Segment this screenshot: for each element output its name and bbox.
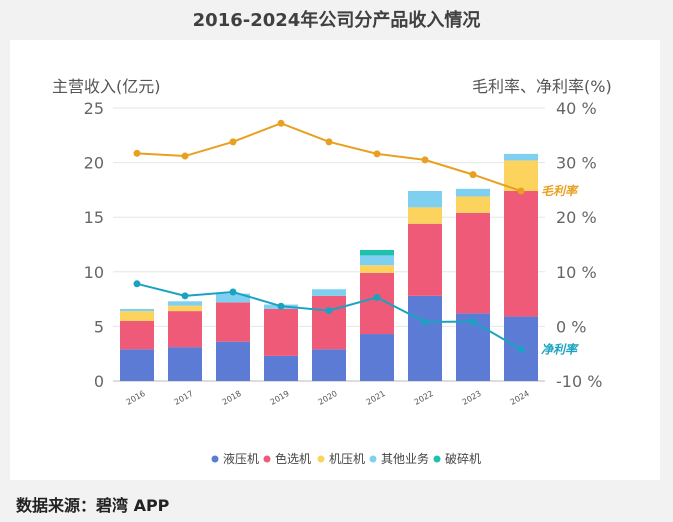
y-axis-title-left: 主营收入(亿元) (52, 77, 161, 96)
legend-label: 机压机 (329, 452, 365, 466)
bar-机压机 (456, 196, 490, 213)
legend-marker (369, 455, 377, 463)
y-tick-right: 30 % (556, 154, 597, 173)
legend-marker (211, 455, 219, 463)
bar-其他业务 (408, 190, 442, 208)
bar-液压机 (264, 355, 298, 381)
y-tick-right: 40 % (556, 99, 597, 118)
bar-机压机 (168, 305, 202, 312)
point-毛利率 (517, 187, 525, 195)
x-tick-label: 2019 (269, 389, 291, 407)
point-净利率 (469, 317, 477, 325)
point-毛利率 (469, 171, 477, 179)
data-source: 数据来源：碧湾 APP (16, 496, 170, 515)
y-tick-right: 0 % (556, 317, 586, 336)
point-毛利率 (277, 119, 285, 127)
bar-色选机 (264, 308, 298, 356)
chart-panel (10, 40, 660, 480)
bar-液压机 (168, 347, 202, 381)
bar-其他业务 (504, 153, 538, 161)
point-净利率 (517, 345, 525, 353)
point-净利率 (421, 318, 429, 326)
x-tick-label: 2023 (461, 389, 483, 407)
bar-液压机 (360, 334, 394, 381)
x-tick-label: 2020 (317, 389, 339, 407)
point-净利率 (229, 288, 237, 296)
point-毛利率 (133, 149, 141, 157)
y-tick-right: -10 % (556, 372, 602, 391)
legend-label: 色选机 (275, 452, 311, 466)
x-tick-label: 2022 (413, 389, 435, 407)
bar-机压机 (504, 160, 538, 191)
y-tick-left: 15 (84, 208, 104, 227)
x-tick-label: 2024 (509, 389, 531, 407)
y-tick-right: 20 % (556, 208, 597, 227)
point-净利率 (325, 307, 333, 315)
legend-label: 其他业务 (381, 451, 429, 466)
point-毛利率 (181, 152, 189, 160)
point-毛利率 (325, 138, 333, 146)
point-毛利率 (421, 156, 429, 164)
y-tick-left: 10 (84, 263, 104, 282)
bar-色选机 (504, 190, 538, 317)
bar-其他业务 (312, 289, 346, 296)
y-tick-right: 10 % (556, 263, 597, 282)
bar-其他业务 (120, 308, 154, 312)
bar-液压机 (408, 295, 442, 381)
point-净利率 (133, 280, 141, 288)
point-净利率 (277, 302, 285, 310)
bar-液压机 (120, 349, 154, 381)
bar-破碎机 (360, 249, 394, 256)
y-tick-left: 20 (84, 154, 104, 173)
point-毛利率 (373, 150, 381, 158)
point-毛利率 (229, 138, 237, 146)
bar-色选机 (216, 302, 250, 342)
legend-marker (433, 455, 441, 463)
x-tick-label: 2016 (125, 389, 147, 407)
legend-marker (263, 455, 271, 463)
line-毛利率 (136, 122, 522, 192)
point-净利率 (373, 293, 381, 301)
bar-色选机 (408, 223, 442, 296)
point-净利率 (181, 292, 189, 300)
bar-液压机 (312, 349, 346, 381)
y-tick-left: 25 (84, 99, 104, 118)
bar-机压机 (360, 265, 394, 273)
bar-其他业务 (168, 301, 202, 306)
legend-label: 液压机 (223, 451, 259, 466)
bar-机压机 (120, 311, 154, 321)
bar-色选机 (120, 320, 154, 350)
bar-机压机 (408, 207, 442, 224)
y-axis-title-right: 毛利率、净利率(%) (472, 77, 612, 96)
x-tick-label: 2018 (221, 389, 243, 407)
bar-其他业务 (360, 255, 394, 266)
legend-marker (317, 455, 325, 463)
bar-色选机 (456, 212, 490, 314)
series-label-毛利率: 毛利率 (541, 184, 579, 198)
y-tick-left: 0 (94, 372, 104, 391)
x-tick-label: 2021 (365, 389, 387, 407)
bar-其他业务 (456, 188, 490, 197)
page-title: 2016-2024年公司分产品收入情况 (192, 10, 481, 31)
y-tick-left: 5 (94, 317, 104, 336)
series-label-净利率: 净利率 (541, 342, 579, 356)
bar-色选机 (312, 295, 346, 350)
legend-label: 破碎机 (445, 451, 481, 466)
bar-色选机 (168, 311, 202, 348)
bar-其他业务 (216, 293, 250, 303)
x-tick-label: 2017 (173, 389, 195, 407)
bar-液压机 (216, 341, 250, 381)
